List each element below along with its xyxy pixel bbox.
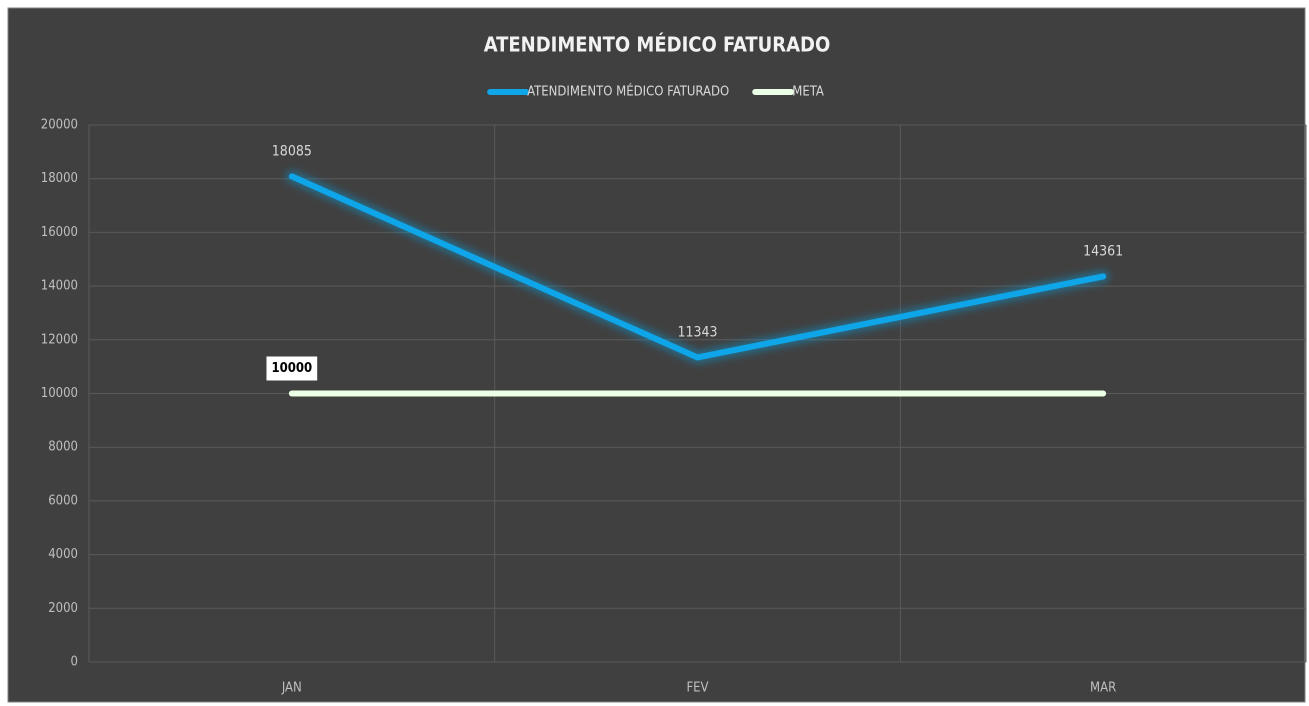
data-label-box: 10000 [266, 356, 318, 381]
legend-label: META [792, 85, 824, 100]
y-tick-label: 10000 [41, 386, 78, 401]
y-tick-label: 0 [71, 655, 78, 670]
y-tick-label: 8000 [48, 440, 78, 455]
y-tick-label: 6000 [48, 493, 78, 508]
y-tick-label: 16000 [41, 225, 78, 240]
data-label: 18085 [272, 143, 312, 159]
y-tick-label: 2000 [48, 601, 78, 616]
data-label: 10000 [271, 361, 312, 376]
y-tick-label: 20000 [41, 118, 78, 133]
data-label: 11343 [677, 324, 717, 340]
label-bg [266, 356, 318, 381]
chart-title: ATENDIMENTO MÉDICO FATURADO [484, 33, 831, 57]
legend: ATENDIMENTO MÉDICO FATURADO META [487, 84, 824, 100]
chart-background [7, 7, 1306, 703]
x-tick-label: JAN [281, 681, 302, 696]
y-tick-label: 4000 [48, 547, 78, 562]
x-tick-label: MAR [1090, 681, 1116, 696]
x-tick-label: FEV [686, 681, 708, 696]
y-tick-label: 14000 [41, 279, 78, 294]
y-tick-label: 18000 [41, 171, 78, 186]
legend-label: ATENDIMENTO MÉDICO FATURADO [527, 84, 729, 100]
y-tick-label: 12000 [41, 332, 78, 347]
data-label: 14361 [1083, 243, 1123, 259]
line-series [288, 173, 1107, 361]
